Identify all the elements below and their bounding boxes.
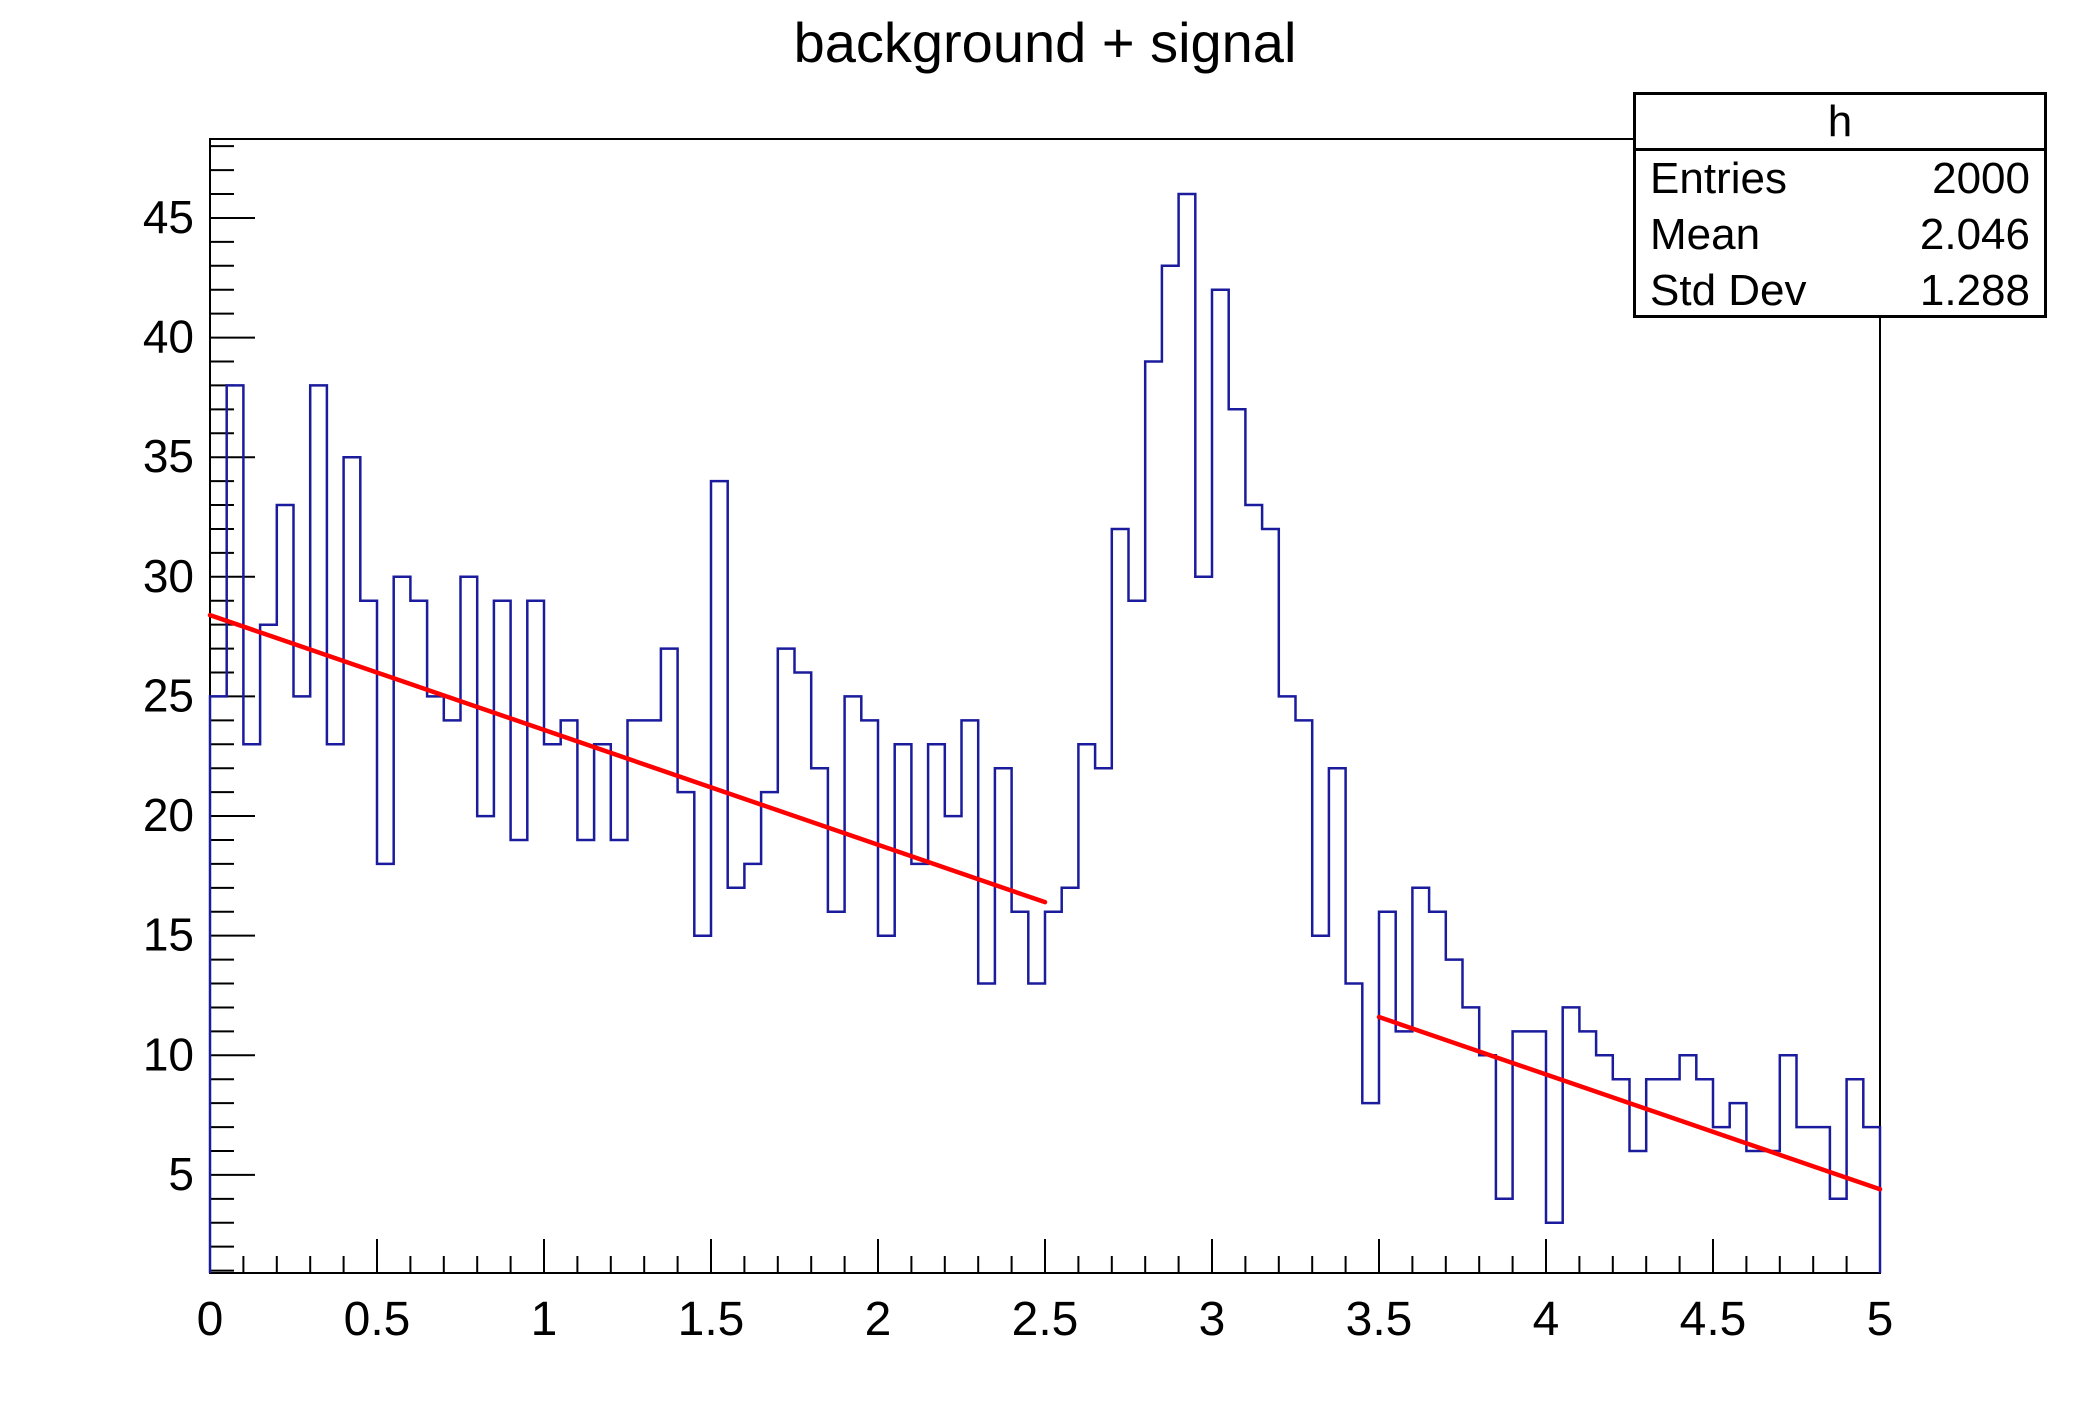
y-axis-label: 30: [143, 550, 194, 602]
stats-label: Entries: [1650, 154, 1787, 203]
background-fit-right-sideband: [1376, 1014, 1883, 1192]
x-axis-label: 1.5: [678, 1293, 745, 1346]
x-axis-label: 3: [1199, 1293, 1226, 1346]
y-axis-label: 10: [143, 1028, 194, 1080]
stats-row-stddev: Std Dev 1.288: [1636, 263, 2044, 319]
x-axis-label: 2.5: [1012, 1293, 1079, 1346]
x-axis-label: 1: [531, 1293, 558, 1346]
stats-value: 2000: [1932, 154, 2030, 203]
x-axis-label: 2: [865, 1293, 892, 1346]
x-axis-label: 4: [1533, 1293, 1560, 1346]
stats-box-title: h: [1636, 95, 2044, 151]
x-axis-label: 4.5: [1680, 1293, 1747, 1346]
x-axis-label: 0: [197, 1293, 224, 1346]
histogram-outline: [208, 192, 1882, 1273]
x-axis-label: 0.5: [344, 1293, 411, 1346]
y-axis-label: 20: [143, 789, 194, 841]
y-axis-label: 25: [143, 669, 194, 721]
y-axis-label: 35: [143, 430, 194, 482]
stats-value: 1.288: [1919, 266, 2030, 315]
y-axis-label: 40: [143, 311, 194, 363]
stats-value: 2.046: [1919, 210, 2030, 259]
y-axis-label: 15: [143, 909, 194, 961]
background-fit-left-sideband: [207, 612, 1048, 905]
y-axis-label: 45: [143, 191, 194, 243]
x-axis-label: 5: [1867, 1293, 1894, 1346]
stats-row-entries: Entries 2000: [1636, 151, 2044, 207]
stats-box: h Entries 2000 Mean 2.046 Std Dev 1.288: [1633, 92, 2047, 318]
x-axis-label: 3.5: [1346, 1293, 1413, 1346]
stats-label: Mean: [1650, 210, 1761, 259]
chart-title: background + signal: [793, 11, 1297, 74]
y-axis-label: 5: [168, 1148, 194, 1200]
stats-row-mean: Mean 2.046: [1636, 207, 2044, 263]
stats-label: Std Dev: [1650, 266, 1807, 315]
